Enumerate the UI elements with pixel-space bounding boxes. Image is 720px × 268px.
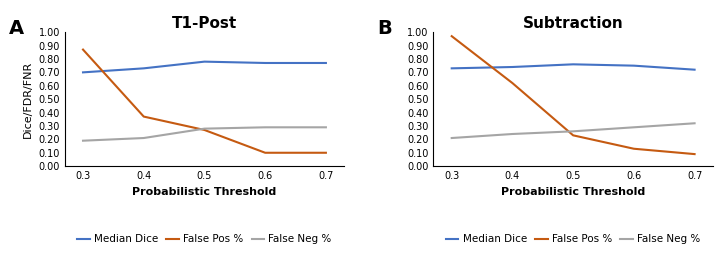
Legend: Median Dice, False Pos %, False Neg %: Median Dice, False Pos %, False Neg % [73, 230, 336, 249]
X-axis label: Probabilistic Threshold: Probabilistic Threshold [501, 187, 645, 196]
Y-axis label: Dice/FDR/FNR: Dice/FDR/FNR [23, 61, 33, 138]
X-axis label: Probabilistic Threshold: Probabilistic Threshold [132, 187, 276, 196]
Title: T1-Post: T1-Post [172, 16, 237, 31]
Text: A: A [9, 19, 24, 38]
Title: Subtraction: Subtraction [523, 16, 624, 31]
Text: B: B [377, 19, 392, 38]
Legend: Median Dice, False Pos %, False Neg %: Median Dice, False Pos %, False Neg % [442, 230, 704, 249]
